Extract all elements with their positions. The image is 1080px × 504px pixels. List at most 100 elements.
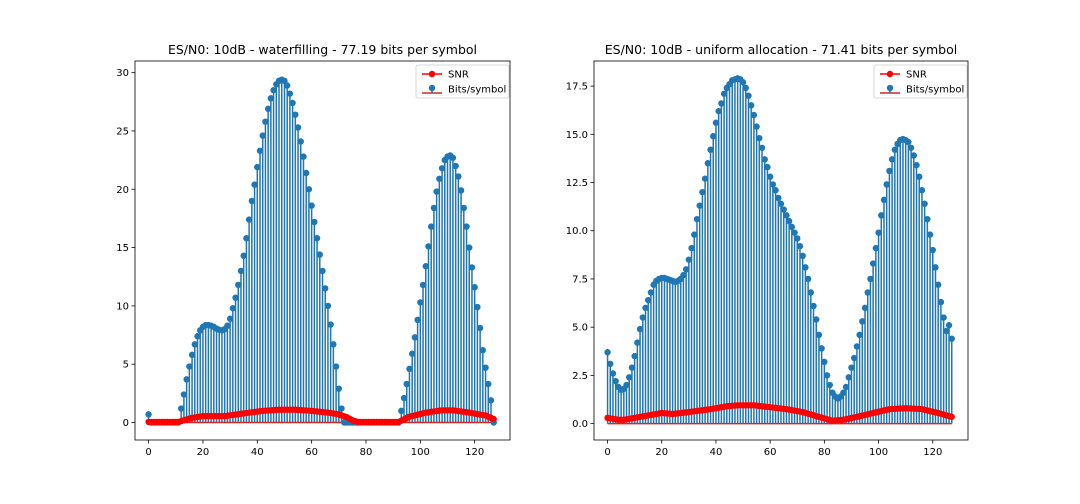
bits-point xyxy=(311,218,318,226)
waterfilling-chart: ES/N0: 10dB - waterfilling - 77.19 bits … xyxy=(116,42,511,458)
bits-point xyxy=(772,187,779,194)
y-tick-label: 30 xyxy=(116,68,129,79)
x-tick-label: 100 xyxy=(411,447,430,458)
x-tick-label: 20 xyxy=(655,447,668,458)
y-tick-label: 10 xyxy=(116,301,129,312)
bits-point xyxy=(145,411,152,418)
bits-point xyxy=(398,407,405,415)
bits-point xyxy=(864,289,871,296)
bits-point xyxy=(853,343,861,350)
bits-point xyxy=(430,204,438,212)
bits-point xyxy=(823,372,831,379)
bits-point xyxy=(739,79,747,86)
bits-point xyxy=(232,294,239,301)
chart-title: ES/N0: 10dB - uniform allocation - 71.41… xyxy=(605,42,957,57)
bits-point xyxy=(699,188,706,196)
bits-point xyxy=(292,111,299,118)
legend-bits-marker xyxy=(428,84,436,92)
snr-markers xyxy=(604,402,955,424)
x-tick-label: 0 xyxy=(145,447,151,458)
bits-point xyxy=(756,134,763,142)
bits-point xyxy=(848,364,855,371)
bits-point xyxy=(264,105,272,113)
bits-point xyxy=(609,370,617,377)
x-tick-label: 100 xyxy=(869,447,888,458)
bits-point xyxy=(783,212,790,219)
bits-point xyxy=(631,352,638,360)
bits-point xyxy=(433,188,440,195)
bits-point xyxy=(224,322,231,329)
bits-point xyxy=(818,345,825,352)
bits-point xyxy=(186,363,193,370)
bits-point xyxy=(788,223,796,231)
bits-point xyxy=(476,324,484,332)
bits-point xyxy=(474,303,481,311)
bits-point xyxy=(302,169,310,177)
bits-point xyxy=(235,281,242,289)
x-tick-label: 60 xyxy=(764,447,777,458)
bits-point xyxy=(905,138,912,146)
bits-point xyxy=(761,156,768,163)
x-tick-label: 120 xyxy=(923,447,942,458)
bits-point xyxy=(468,264,476,271)
bits-point xyxy=(785,217,793,225)
bits-point xyxy=(457,187,465,194)
bits-point xyxy=(867,275,874,283)
bits-point xyxy=(308,202,315,209)
bits-point xyxy=(267,95,275,102)
bits-point xyxy=(680,271,687,279)
bits-point xyxy=(229,305,237,312)
bits-point xyxy=(647,289,655,296)
bits-point xyxy=(324,302,332,310)
bits-point xyxy=(422,263,429,270)
bits-point xyxy=(840,389,847,396)
bits-point xyxy=(414,316,421,324)
snr-markers xyxy=(145,406,497,426)
bits-point xyxy=(471,284,478,291)
bits-point xyxy=(826,381,833,389)
bits-point xyxy=(891,146,899,153)
bits-point xyxy=(463,223,470,230)
bits-point xyxy=(924,215,931,223)
bits-point xyxy=(188,351,196,359)
y-tick-label: 0.0 xyxy=(572,419,588,430)
bits-point xyxy=(918,187,926,194)
bits-point xyxy=(452,162,459,170)
bits-point xyxy=(775,194,782,202)
bits-point xyxy=(856,331,863,339)
bits-point xyxy=(322,285,329,292)
axes-frame xyxy=(134,60,511,441)
bits-point xyxy=(411,334,419,341)
bits-point xyxy=(718,100,725,107)
bits-point xyxy=(482,364,489,371)
x-tick-label: 0 xyxy=(604,447,610,458)
bits-point xyxy=(804,275,812,283)
bits-point xyxy=(886,167,893,175)
bits-point xyxy=(777,200,785,207)
bits-point xyxy=(934,281,942,288)
bits-point xyxy=(191,341,198,348)
bits-point xyxy=(460,204,468,212)
bits-point xyxy=(875,229,882,236)
bits-point xyxy=(794,235,801,242)
bits-point xyxy=(745,92,752,99)
bits-point xyxy=(294,124,302,131)
bits-point xyxy=(815,331,823,339)
axes-frame xyxy=(593,60,969,441)
legend-snr-marker xyxy=(428,70,436,78)
bits-point xyxy=(400,394,408,402)
bits-markers xyxy=(145,76,497,426)
legend-label-snr: SNR xyxy=(448,70,469,81)
y-tick-label: 2.5 xyxy=(572,371,588,382)
bits-point xyxy=(417,299,424,306)
y-tick-label: 20 xyxy=(116,185,129,196)
bits-point xyxy=(607,360,614,368)
bits-point xyxy=(245,216,253,223)
bits-point xyxy=(688,244,695,252)
bits-point xyxy=(281,77,288,85)
x-tick-label: 40 xyxy=(251,447,264,458)
bits-point xyxy=(305,186,313,193)
bits-point xyxy=(753,123,760,130)
bits-point xyxy=(487,397,495,404)
